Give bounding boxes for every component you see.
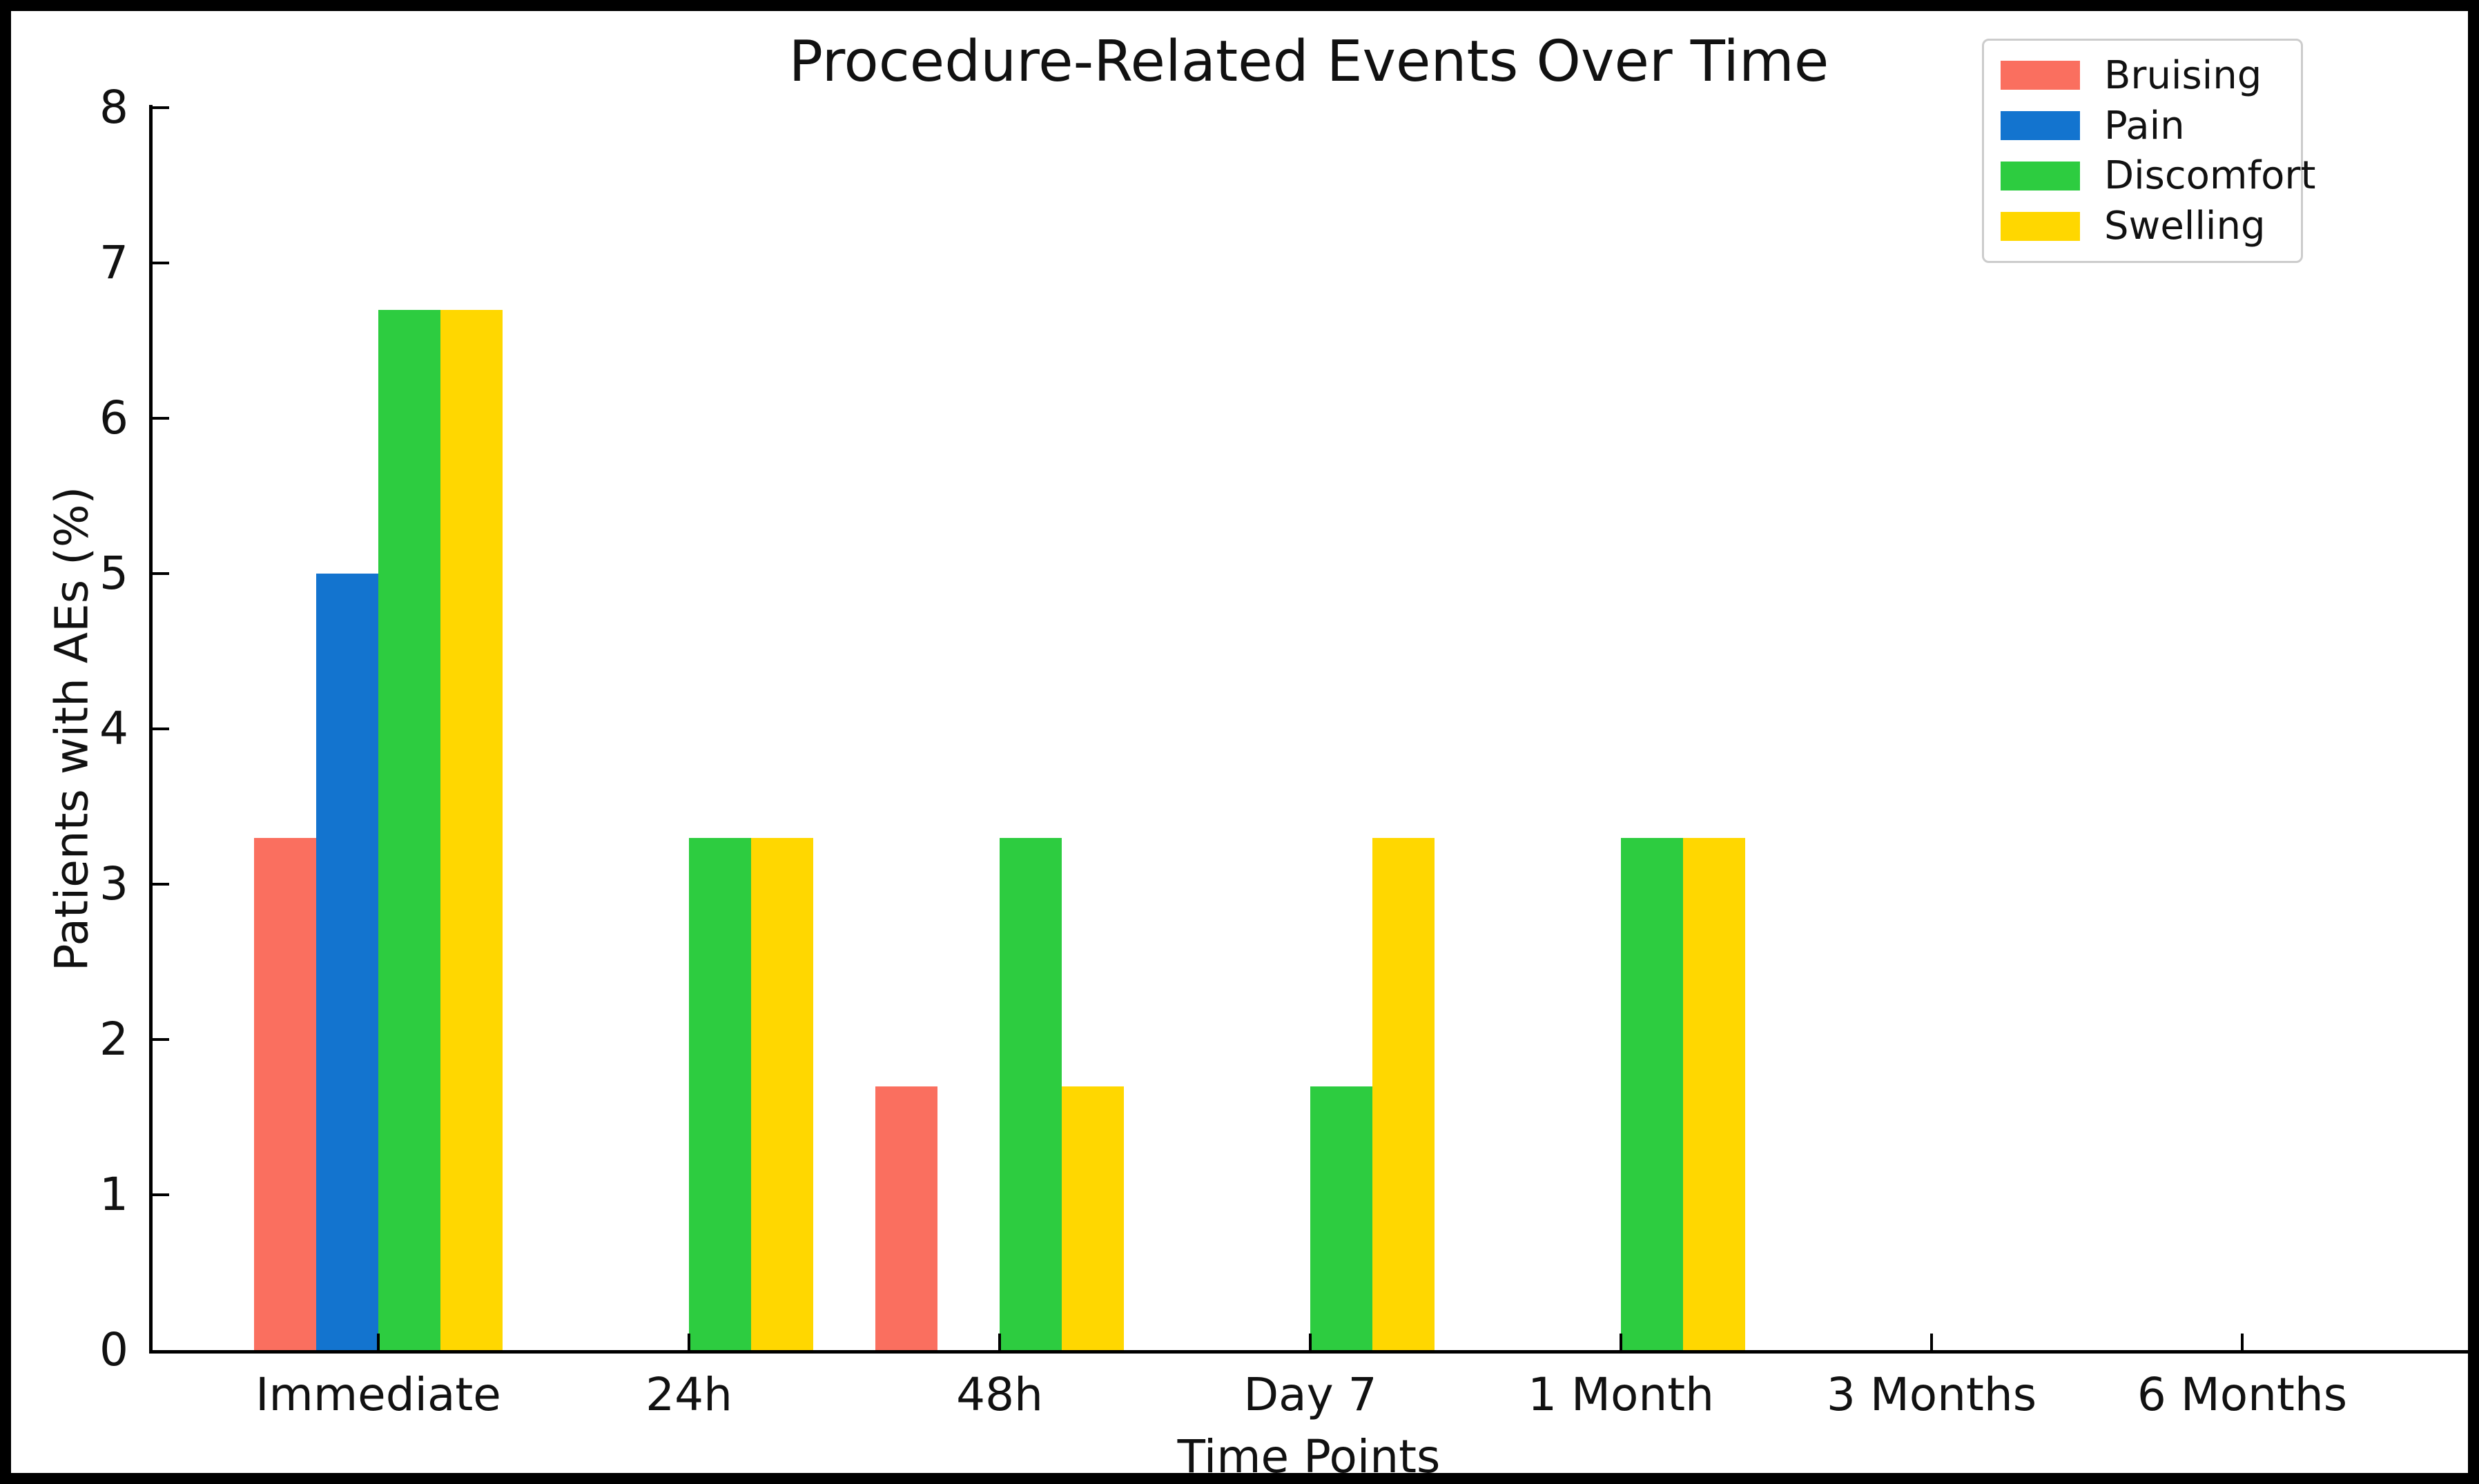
chart-title: Procedure-Related Events Over Time [788,29,1829,95]
y-tick-label-5: 5 [99,547,128,600]
x-tick-mark-4 [1309,1334,1312,1350]
y-tick-label-8: 8 [99,81,128,134]
legend-item-swelling: Swelling [2001,204,2284,248]
legend-item-discomfort: Discomfort [2001,153,2315,198]
legend-swatch-swelling [2001,211,2080,241]
x-tick-mark-6 [1930,1334,1933,1350]
x-tick-label-3: 48h [956,1368,1043,1421]
legend: Bruising Pain Discomfort Swelling [1982,39,2315,263]
x-tick-mark-2 [688,1334,690,1350]
y-tick-mark-6 [153,417,169,420]
x-tick-label-2: 24h [645,1368,732,1421]
x-tick-mark-7 [2241,1334,2244,1350]
y-tick-label-3: 3 [99,857,128,910]
bar-bruising-48h [875,1086,937,1350]
legend-swatch-discomfort [2001,161,2080,191]
x-tick-mark-3 [998,1334,1001,1350]
x-tick-label-5: 1 Month [1528,1368,1714,1421]
bar-swelling-1-month [1683,837,1745,1350]
y-axis-spine [149,105,153,1354]
x-tick-label-6: 3 Months [1826,1368,2037,1421]
bar-swelling-day-7 [1372,837,1435,1350]
legend-label-swelling: Swelling [2104,204,2266,249]
bar-swelling-immediate [440,309,503,1350]
x-tick-label-4: Day 7 [1243,1368,1377,1421]
legend-label-pain: Pain [2104,103,2185,148]
legend-swatch-bruising [2001,61,2080,90]
legend-swatch-pain [2001,111,2080,141]
y-tick-mark-3 [153,883,169,886]
y-tick-label-1: 1 [99,1168,128,1221]
bar-discomfort-48h [1000,837,1062,1350]
y-tick-label-6: 6 [99,391,128,445]
legend-item-pain: Pain [2001,104,2284,148]
legend-label-bruising: Bruising [2104,52,2262,98]
y-tick-mark-8 [153,106,169,109]
legend-label-discomfort: Discomfort [2104,153,2316,199]
x-tick-label-7: 6 Months [2137,1368,2348,1421]
bar-discomfort-1-month [1621,837,1683,1350]
bar-pain-immediate [316,574,378,1350]
bar-discomfort-day-7 [1310,1086,1372,1350]
y-tick-mark-7 [153,262,169,264]
y-tick-label-4: 4 [99,702,128,755]
x-axis-spine [149,1350,2469,1354]
y-tick-label-7: 7 [99,236,128,289]
x-tick-mark-1 [377,1334,380,1350]
y-tick-mark-2 [153,1038,169,1041]
y-tick-mark-4 [153,728,169,730]
x-tick-mark-5 [1620,1334,1622,1350]
bar-swelling-24h [751,837,813,1350]
x-tick-label-1: Immediate [255,1368,501,1421]
legend-item-bruising: Bruising [2001,53,2284,98]
y-tick-mark-5 [153,572,169,575]
y-tick-mark-1 [153,1193,169,1196]
y-tick-label-2: 2 [99,1013,128,1066]
bar-swelling-48h [1062,1086,1124,1350]
bar-bruising-immediate [254,837,316,1350]
y-tick-label-0: 0 [99,1323,128,1376]
bar-discomfort-immediate [378,309,440,1350]
x-axis-label: Time Points [1177,1430,1441,1483]
bar-discomfort-24h [689,837,751,1350]
